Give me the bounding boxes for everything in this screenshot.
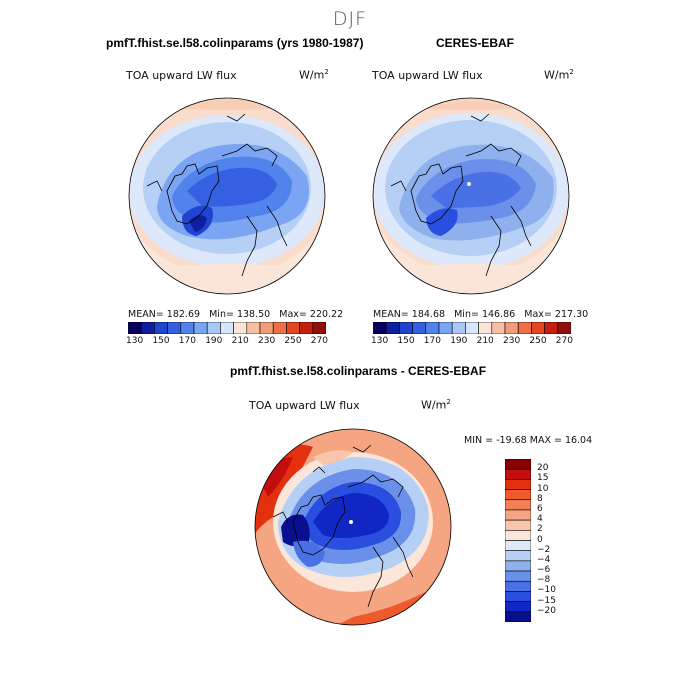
colorbar-swatch xyxy=(128,322,142,334)
colorbar-labels-model: 130 150 170 190 210 230 250 270 xyxy=(126,336,328,348)
colorbar-tick-label: 20 xyxy=(537,463,549,474)
colorbar-obs xyxy=(373,322,571,334)
colorbar-swatch xyxy=(505,459,531,470)
colorbar-swatch xyxy=(478,322,493,334)
colorbar-tick-label: 250 xyxy=(529,336,547,346)
colorbar-swatch xyxy=(491,322,506,334)
colorbar-tick-label: −6 xyxy=(537,565,551,576)
colorbar-swatch xyxy=(154,322,168,334)
colorbar-tick-label: 10 xyxy=(537,483,549,494)
colorbar-tick-label: 8 xyxy=(537,493,543,504)
colorbar-tick-label: 2 xyxy=(537,524,543,535)
colorbar-swatch xyxy=(544,322,559,334)
colorbar-tick-label: 270 xyxy=(555,336,573,346)
colorbar-tick-label: 170 xyxy=(178,336,196,346)
colorbar-swatch xyxy=(505,530,531,541)
colorbar-swatch xyxy=(504,322,519,334)
page-title: DJF xyxy=(332,8,368,30)
colorbar-swatch xyxy=(505,601,531,613)
colorbar-tick-label: 150 xyxy=(152,336,170,346)
colorbar-swatch xyxy=(557,322,571,334)
colorbar-swatch xyxy=(505,499,531,511)
panel-title-diff: pmfT.fhist.se.l58.colinparams - CERES-EB… xyxy=(230,364,487,378)
colorbar-model xyxy=(128,322,326,334)
colorbar-tick-label: 4 xyxy=(537,514,543,525)
colorbar-swatch xyxy=(373,322,387,334)
colorbar-swatch xyxy=(505,570,531,582)
variable-label-obs: TOA upward LW flux xyxy=(372,69,483,82)
polar-map-diff xyxy=(254,428,452,626)
colorbar-swatch xyxy=(246,322,261,334)
colorbar-tick-label: 190 xyxy=(205,336,223,346)
colorbar-tick-label: −8 xyxy=(537,575,551,586)
colorbar-labels-diff: 20 15 10 8 6 4 2 0 −2 −4 −6 −8 −10 −15 −20 xyxy=(537,459,577,622)
variable-label-model: TOA upward LW flux xyxy=(126,69,237,82)
colorbar-swatch xyxy=(206,322,221,334)
colorbar-swatch xyxy=(425,322,440,334)
colorbar-tick-label: −20 xyxy=(537,605,556,616)
polar-map-model xyxy=(128,97,326,295)
colorbar-tick-label: 210 xyxy=(231,336,249,346)
colorbar-tick-label: 230 xyxy=(503,336,521,346)
colorbar-swatch xyxy=(272,322,287,334)
colorbar-swatch xyxy=(505,479,531,490)
colorbar-swatch xyxy=(531,322,545,334)
colorbar-swatch xyxy=(259,322,274,334)
colorbar-swatch xyxy=(233,322,248,334)
colorbar-swatch xyxy=(180,322,195,334)
panel-title-model: pmfT.fhist.se.l58.colinparams (yrs 1980-… xyxy=(106,36,364,50)
colorbar-tick-label: 150 xyxy=(397,336,415,346)
colorbar-swatch xyxy=(505,519,531,531)
colorbar-swatch xyxy=(193,322,208,334)
colorbar-tick-label: 15 xyxy=(537,473,549,484)
colorbar-tick-label: −4 xyxy=(537,554,551,565)
colorbar-swatch xyxy=(140,322,155,334)
units-label-model: W/m2 xyxy=(299,68,329,82)
colorbar-swatch xyxy=(399,322,413,334)
colorbar-swatch xyxy=(299,322,314,334)
colorbar-swatch xyxy=(505,611,531,622)
stats-model: MEAN= 182.69 Min= 138.50 Max= 220.22 xyxy=(128,309,344,320)
colorbar-tick-label: −10 xyxy=(537,585,556,596)
colorbar-swatch xyxy=(517,322,532,334)
colorbar-swatch xyxy=(451,322,466,334)
colorbar-swatch xyxy=(505,468,531,480)
units-label-obs: W/m2 xyxy=(544,68,574,82)
colorbar-tick-label: 230 xyxy=(258,336,276,346)
colorbar-tick-label: −15 xyxy=(537,595,556,606)
colorbar-swatch xyxy=(220,322,234,334)
colorbar-swatch xyxy=(286,322,300,334)
colorbar-swatch xyxy=(312,322,326,334)
panel-title-obs: CERES-EBAF xyxy=(436,36,515,50)
colorbar-swatch xyxy=(505,580,531,592)
colorbar-labels-obs: 130 150 170 190 210 230 250 270 xyxy=(371,336,573,348)
units-label-diff: W/m2 xyxy=(421,398,451,412)
colorbar-swatch xyxy=(505,560,531,572)
colorbar-tick-label: 170 xyxy=(423,336,441,346)
polar-map-obs xyxy=(372,97,570,295)
colorbar-swatch xyxy=(505,550,531,562)
colorbar-swatch xyxy=(438,322,453,334)
variable-label-diff: TOA upward LW flux xyxy=(249,399,360,412)
stats-obs: MEAN= 184.68 Min= 146.86 Max= 217.30 xyxy=(373,309,589,320)
colorbar-swatch xyxy=(412,322,427,334)
colorbar-tick-label: 130 xyxy=(126,336,144,346)
colorbar-tick-label: −2 xyxy=(537,544,551,555)
colorbar-tick-label: 190 xyxy=(450,336,468,346)
colorbar-swatch xyxy=(465,322,479,334)
colorbar-swatch xyxy=(505,540,531,551)
stats-diff: MIN = -19.68 MAX = 16.04 xyxy=(464,435,593,446)
colorbar-swatch xyxy=(385,322,400,334)
colorbar-tick-label: 130 xyxy=(371,336,389,346)
colorbar-swatch xyxy=(167,322,182,334)
colorbar-tick-label: 6 xyxy=(537,503,543,514)
colorbar-diff xyxy=(505,459,531,622)
colorbar-swatch xyxy=(505,509,531,521)
colorbar-tick-label: 0 xyxy=(537,534,543,545)
colorbar-swatch xyxy=(505,489,531,501)
colorbar-tick-label: 210 xyxy=(476,336,494,346)
colorbar-swatch xyxy=(505,591,531,602)
colorbar-tick-label: 250 xyxy=(284,336,302,346)
colorbar-tick-label: 270 xyxy=(310,336,328,346)
